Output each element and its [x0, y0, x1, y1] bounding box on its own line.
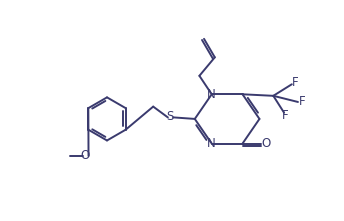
Text: F: F [299, 95, 306, 109]
Text: N: N [207, 137, 216, 150]
Text: O: O [80, 149, 89, 162]
Text: S: S [166, 110, 174, 123]
Text: O: O [261, 137, 270, 150]
Text: F: F [282, 109, 289, 122]
Text: N: N [207, 88, 216, 101]
Text: F: F [292, 76, 298, 89]
